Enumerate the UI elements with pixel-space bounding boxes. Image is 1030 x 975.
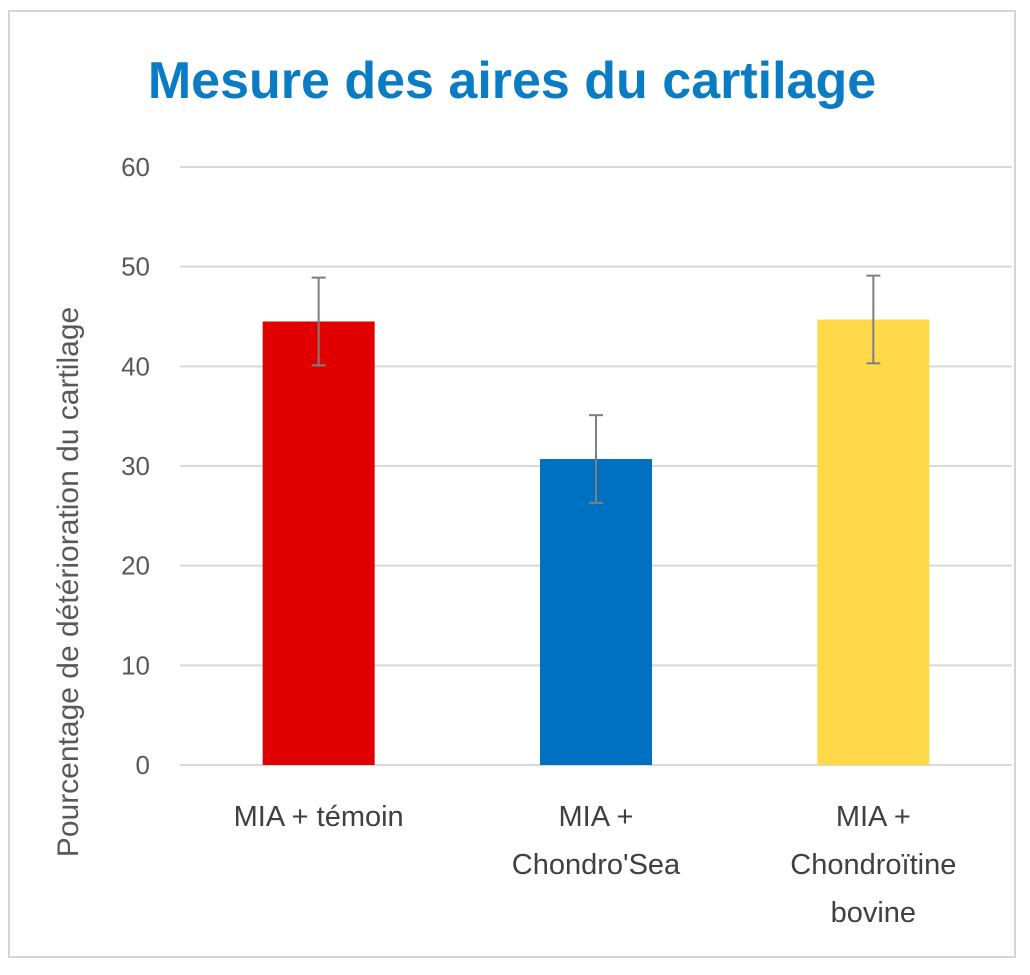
y-tick-label: 20 bbox=[121, 551, 150, 581]
bar bbox=[540, 459, 652, 765]
bars bbox=[262, 319, 930, 765]
chart-title: Mesure des aires du cartilage bbox=[148, 52, 876, 110]
bar bbox=[262, 321, 375, 765]
y-tick-label: 50 bbox=[121, 252, 150, 282]
x-category-label: MIA + témoin bbox=[234, 801, 404, 833]
x-category-label: Chondroïtine bbox=[790, 849, 956, 881]
error-bars bbox=[311, 274, 881, 504]
x-axis-categories: MIA + témoin MIA + Chondro'Sea MIA + Chondro… bbox=[234, 801, 957, 929]
x-category-label: MIA + bbox=[559, 801, 634, 833]
y-tick-label: 60 bbox=[121, 152, 150, 182]
y-axis-label: Pourcentage de détérioration du cartilag… bbox=[52, 307, 85, 857]
x-category-label: bovine bbox=[831, 897, 916, 929]
y-tick-label: 0 bbox=[136, 750, 150, 780]
x-category-label: MIA + bbox=[836, 801, 911, 833]
y-axis-ticks: 0 10 20 30 40 50 60 bbox=[121, 152, 150, 780]
bar bbox=[817, 319, 930, 765]
y-tick-label: 10 bbox=[121, 650, 150, 680]
x-category-label: Chondro'Sea bbox=[512, 849, 681, 881]
y-tick-label: 40 bbox=[121, 351, 150, 381]
y-tick-label: 30 bbox=[121, 451, 150, 481]
